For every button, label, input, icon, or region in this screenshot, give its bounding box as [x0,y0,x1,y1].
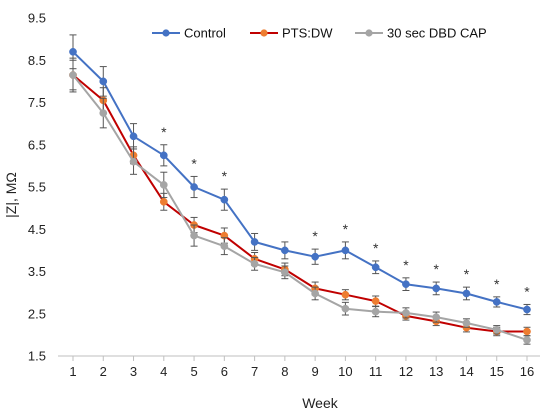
y-tick-labels: 1.5 2.5 3.5 4.5 5.5 6.5 7.5 8.5 9.5 [28,11,46,364]
series-layer [69,34,531,345]
x-tick-label: 1 [69,364,76,379]
significance-asterisk: * [464,266,470,282]
series-control [69,34,531,316]
x-tick-label: 12 [399,364,413,379]
significance-asterisk: * [161,124,167,140]
series-30-sec-dbd-cap [69,57,531,345]
y-tick-label: 4.5 [28,222,46,237]
data-point [281,268,289,277]
series-line [72,51,528,311]
data-point [250,238,259,246]
legend-marker [162,29,170,37]
y-tick-label: 9.5 [28,11,46,26]
significance-asterisk: * [524,283,530,299]
data-point [371,263,380,272]
data-point [129,132,138,141]
x-tick-label: 3 [130,364,137,379]
x-tick-label: 15 [489,364,503,379]
legend-marker [365,29,373,37]
data-point [99,77,108,86]
legend-item: Control [152,26,226,41]
significance-asterisk: * [403,257,409,273]
data-point [492,325,501,334]
significance-asterisk: * [494,276,500,292]
legend: Control PTS:DW 30 sec DBD CAP [152,26,487,41]
data-point [311,252,319,261]
significance-asterisk: * [433,261,439,277]
axes [58,355,540,361]
significance-asterisk: * [343,221,349,237]
data-point [99,109,108,117]
series-line [72,74,528,341]
data-point [250,260,259,268]
data-point [523,336,531,344]
data-point [402,309,410,317]
data-point [432,284,441,293]
x-tick-label: 11 [369,364,383,379]
legend-label: PTS:DW [282,26,333,41]
y-tick-label: 1.5 [28,349,46,364]
legend-marker [260,29,268,37]
y-tick-label: 2.5 [28,306,46,321]
data-point [462,319,471,327]
significance-asterisk: * [191,155,197,171]
legend-label: 30 sec DBD CAP [387,26,487,41]
data-point [281,246,289,255]
y-axis-title: |Z|, MΩ [3,172,19,218]
significance-markers: * * * * * * * * * * * [161,124,530,300]
y-tick-label: 6.5 [28,137,46,152]
x-tick-label: 4 [160,364,167,379]
data-point [341,304,350,313]
data-point [220,195,229,204]
data-point [190,231,198,240]
data-point [190,183,198,191]
x-tick-label: 7 [251,364,258,379]
data-point [371,307,380,316]
y-tick-label: 5.5 [28,180,46,195]
data-point [341,246,350,255]
y-tick-label: 3.5 [28,264,46,279]
x-tick-labels: 1 2 3 4 5 6 7 8 9 10 11 12 13 14 15 16 [69,364,534,379]
x-tick-label: 5 [190,364,197,379]
x-tick-label: 8 [281,364,288,379]
legend-item: PTS:DW [250,26,333,41]
data-point [159,197,168,206]
x-tick-label: 10 [338,364,352,379]
series-line [72,74,527,333]
data-point [402,280,410,289]
data-point [311,289,319,298]
legend-label: Control [184,26,226,41]
significance-asterisk: * [373,240,379,256]
data-point [69,71,77,79]
data-point [341,290,350,299]
data-point [129,157,138,166]
x-tick-label: 6 [221,364,228,379]
significance-asterisk: * [222,168,228,184]
y-tick-label: 7.5 [28,95,46,110]
data-point [523,305,531,314]
x-tick-label: 13 [429,364,443,379]
data-point [220,242,229,250]
data-point [523,327,531,336]
data-point [462,289,471,298]
legend-item: 30 sec DBD CAP [355,26,487,41]
data-point [159,151,168,160]
data-point [159,181,168,189]
data-point [492,298,501,306]
x-tick-label: 16 [520,364,534,379]
x-axis-title: Week [302,395,339,411]
x-tick-label: 14 [459,364,473,379]
data-point [69,47,77,56]
x-tick-label: 9 [312,364,319,379]
significance-asterisk: * [312,228,318,244]
data-point [371,297,380,305]
y-tick-label: 8.5 [28,53,46,68]
data-point [432,313,441,321]
series-pts-dw [69,59,531,337]
x-tick-label: 2 [100,364,107,379]
